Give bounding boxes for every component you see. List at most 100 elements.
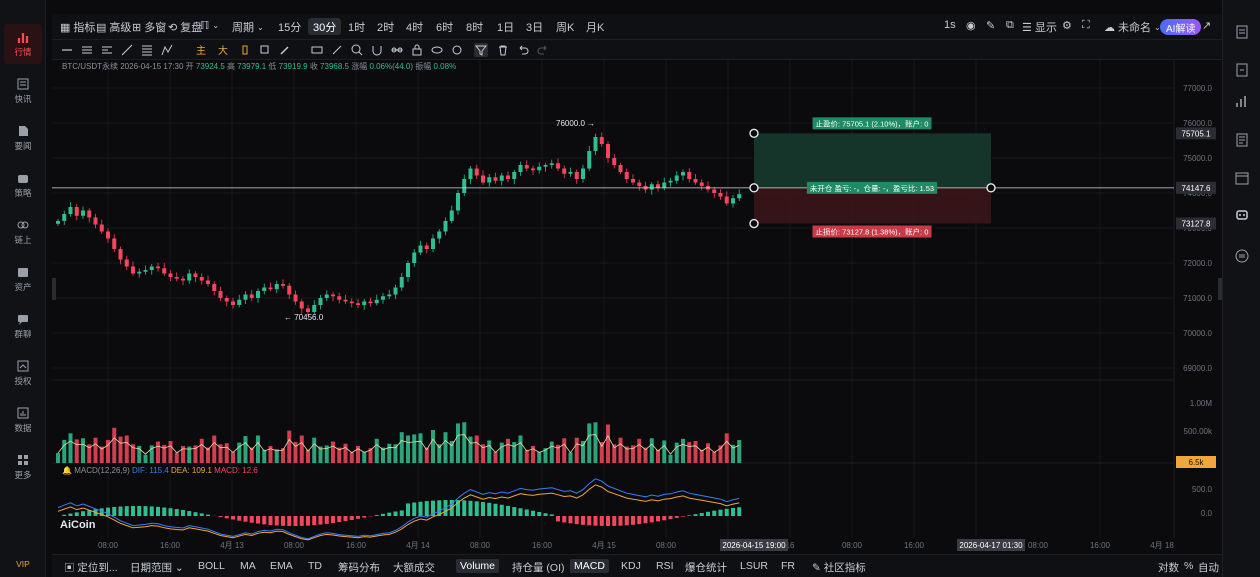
sidebar-item-8[interactable]: 数据: [4, 400, 42, 440]
orders-icon[interactable]: [1234, 132, 1250, 148]
chart-type-button[interactable]: ℿ ⌄: [200, 19, 219, 32]
sidebar-item-1[interactable]: 快讯: [4, 71, 42, 111]
robot-icon[interactable]: [1234, 206, 1250, 222]
pattern-icon[interactable]: [160, 43, 174, 57]
sidebar-item-2[interactable]: 要闻: [4, 118, 42, 158]
price-chart[interactable]: 77000.076000.075000.074000.073000.072000…: [52, 60, 1222, 552]
indicator-10[interactable]: RSI: [656, 560, 674, 572]
date-range-dropdown[interactable]: 日期范围 ⌄: [130, 562, 184, 574]
calendar-icon[interactable]: [1234, 170, 1250, 186]
cloud-icon: ☁: [1104, 21, 1115, 34]
interval-2[interactable]: 1时: [348, 22, 366, 34]
indicator-4[interactable]: 筹码分布: [338, 562, 380, 574]
indicator-8[interactable]: MACD: [570, 559, 609, 573]
period-dropdown[interactable]: 周期 ⌄: [232, 22, 264, 34]
measure-icon[interactable]: [310, 43, 324, 57]
sidebar-item-0[interactable]: 行情: [4, 24, 42, 64]
macd-bar: [187, 511, 192, 516]
auto-scale-toggle[interactable]: 自动: [1198, 562, 1219, 574]
indicator-1[interactable]: MA: [240, 560, 256, 572]
position-handle-0[interactable]: [749, 128, 759, 139]
indicator-0[interactable]: BOLL: [198, 560, 225, 572]
pencil-icon[interactable]: ✎: [986, 20, 996, 32]
indicator-5[interactable]: 大额成交: [393, 562, 435, 574]
indicator-6[interactable]: Volume: [456, 559, 500, 573]
indicator-9[interactable]: KDJ: [621, 560, 641, 572]
hide-drawings-icon[interactable]: [450, 43, 464, 57]
sidebar-item-7[interactable]: 授权: [4, 353, 42, 393]
time-tick: 08:00: [656, 541, 677, 550]
volume-bar: [656, 449, 660, 463]
copy-drawing-icon[interactable]: [258, 43, 272, 57]
right-collapse-handle[interactable]: [1218, 278, 1222, 300]
interval-0[interactable]: 15分: [278, 22, 302, 34]
lock-icon[interactable]: [410, 43, 424, 57]
percent-toggle[interactable]: %: [1184, 560, 1194, 572]
sidebar-item-6[interactable]: 群聊: [4, 306, 42, 346]
link-icon[interactable]: [390, 43, 404, 57]
trash-icon[interactable]: [496, 43, 510, 57]
zoom-icon[interactable]: [350, 43, 364, 57]
share-icon[interactable]: ↗: [1202, 20, 1212, 32]
indicator-3[interactable]: TD: [308, 560, 322, 572]
interval-7[interactable]: 1日: [497, 22, 515, 34]
position-handle-2[interactable]: [749, 218, 759, 229]
indicator-7[interactable]: 持仓量 (OI): [512, 562, 565, 574]
log-scale-toggle[interactable]: 对数: [1158, 562, 1179, 574]
indicator-12[interactable]: LSUR: [740, 560, 769, 572]
goto-date-button[interactable]: ▣ 定位到...: [64, 562, 118, 574]
interval-5[interactable]: 6时: [436, 22, 454, 34]
ai-analysis-button[interactable]: AI解读: [1160, 19, 1202, 35]
realtime-toggle[interactable]: 1s: [944, 19, 956, 31]
settings-icon[interactable]: ⚙: [1062, 20, 1072, 32]
indicators-button[interactable]: ▦ 指标: [60, 21, 96, 35]
display-button[interactable]: ☰ 显示: [1022, 21, 1057, 35]
filter-icon[interactable]: [474, 43, 488, 57]
indicator-2[interactable]: EMA: [270, 560, 293, 572]
copy-icon[interactable]: ⧉: [1006, 19, 1014, 31]
color-main[interactable]: 主: [196, 46, 206, 57]
trade-icon[interactable]: [1234, 62, 1250, 78]
magnet-icon[interactable]: [370, 43, 384, 57]
fullscreen-icon[interactable]: ⛶: [1082, 19, 1090, 31]
sidebar-item-5[interactable]: 资产: [4, 259, 42, 299]
sidebar-item-3[interactable]: 策略: [4, 165, 42, 205]
take-profit-zone[interactable]: [754, 133, 991, 188]
interval-6[interactable]: 8时: [466, 22, 484, 34]
line-tool-icon[interactable]: [60, 43, 74, 57]
visibility-icon[interactable]: [430, 43, 444, 57]
redo-icon[interactable]: [536, 43, 550, 57]
interval-10[interactable]: 月K: [586, 22, 605, 34]
sidebar-item-4[interactable]: 链上: [4, 212, 42, 252]
advanced-button[interactable]: ▤ 高级: [96, 21, 132, 35]
trendline-icon[interactable]: [120, 43, 134, 57]
left-collapse-handle[interactable]: [52, 278, 56, 300]
community-indicators-button[interactable]: ✎ 社区指标: [812, 562, 866, 574]
camera-icon[interactable]: ◉: [966, 20, 976, 32]
color-large[interactable]: 大: [218, 46, 228, 57]
multi-window-button[interactable]: ⊞ 多窗: [132, 21, 167, 35]
horizontal-lines-icon[interactable]: [100, 43, 114, 57]
undo-icon[interactable]: [516, 43, 530, 57]
fib-icon[interactable]: [140, 43, 154, 57]
document-icon[interactable]: [1234, 24, 1250, 40]
position-handle-1[interactable]: [749, 183, 759, 193]
brush-icon[interactable]: [278, 43, 292, 57]
interval-4[interactable]: 4时: [406, 22, 424, 34]
layout-dropdown[interactable]: ☁ 未命名 ⌄: [1104, 21, 1161, 35]
sidebar-item-9[interactable]: 更多: [4, 447, 42, 487]
indicator-13[interactable]: FR: [781, 560, 795, 572]
stats-icon[interactable]: [1234, 94, 1250, 110]
replay-button[interactable]: ⟲ 复盘: [168, 21, 203, 35]
position-handle-3[interactable]: [986, 183, 996, 193]
parallel-lines-icon[interactable]: [80, 43, 94, 57]
exchange-icon[interactable]: [1234, 248, 1250, 264]
interval-3[interactable]: 2时: [377, 22, 395, 34]
interval-1[interactable]: 30分: [308, 18, 342, 35]
ruler-icon[interactable]: [330, 43, 344, 57]
candle-marker-icon[interactable]: [238, 43, 252, 57]
interval-9[interactable]: 周K: [556, 22, 575, 34]
indicator-11[interactable]: 爆仓统计: [685, 562, 727, 574]
interval-8[interactable]: 3日: [526, 22, 544, 34]
vip-button[interactable]: VIP: [4, 552, 42, 576]
